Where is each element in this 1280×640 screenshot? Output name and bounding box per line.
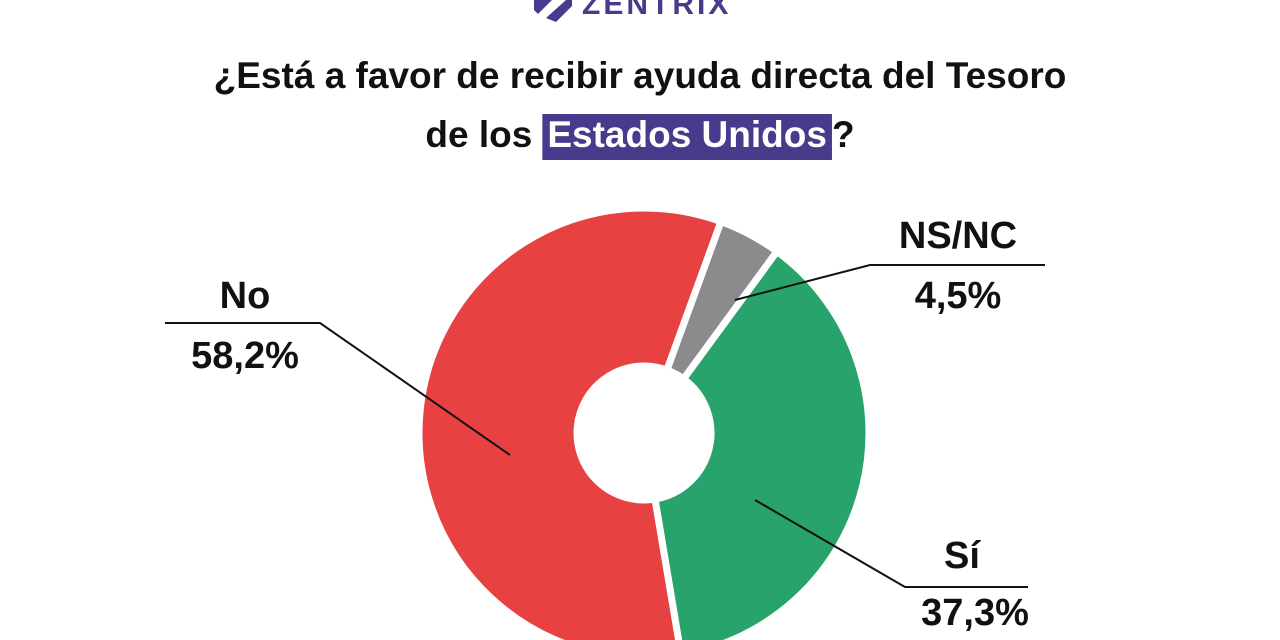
logo-text: ZENTRIX — [582, 0, 731, 21]
slice-value-label: 4,5% — [915, 275, 1002, 317]
title-line2: de los Estados Unidos? — [425, 114, 855, 160]
chart-title: ¿Está a favor de recibir ayuda directa d… — [214, 55, 1067, 96]
donut — [415, 204, 873, 640]
slice-label: Sí — [944, 535, 981, 577]
slice-label: No — [220, 275, 271, 317]
slice-value-label: 37,3% — [921, 592, 1029, 634]
title-part: de los — [425, 114, 532, 155]
logo-icon — [534, 0, 572, 22]
title-highlight-text: Estados Unidos — [547, 114, 827, 155]
title-part: ? — [832, 114, 855, 155]
leader-lines — [165, 264, 1045, 588]
donut-slice — [651, 247, 873, 640]
slice-value-label: 58,2% — [191, 335, 299, 377]
title-highlight — [542, 114, 832, 160]
donut-slice — [415, 204, 725, 640]
slice-label: NS/NC — [899, 215, 1017, 257]
